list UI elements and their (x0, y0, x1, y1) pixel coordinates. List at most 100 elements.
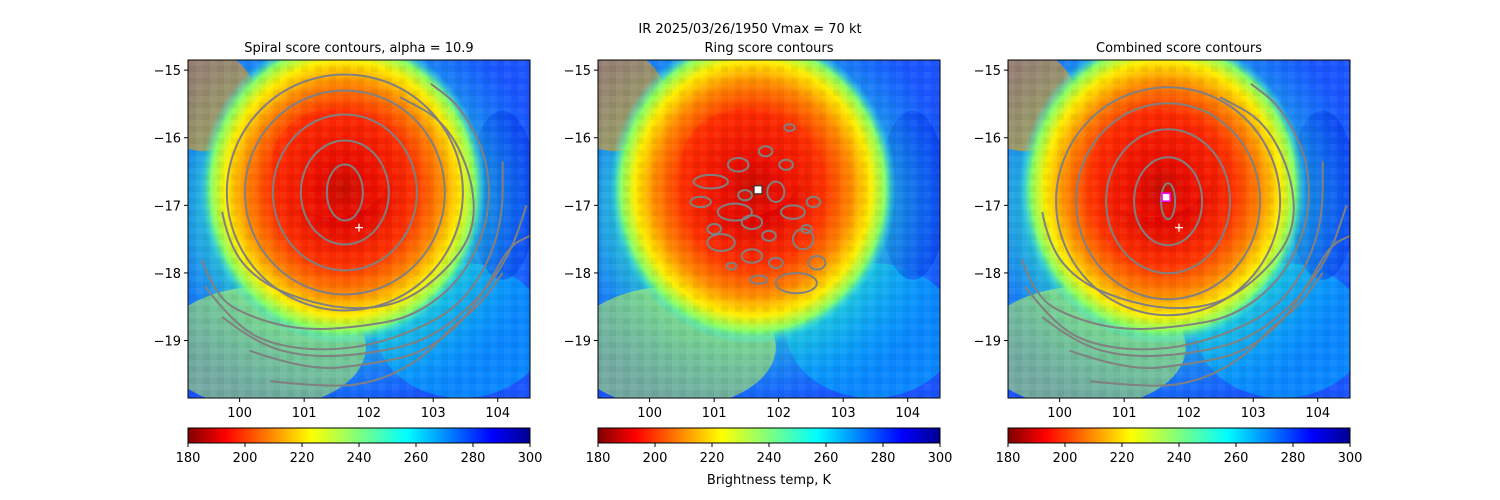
y-tick-label: −19 (974, 335, 1001, 350)
ring-contour-4 (706, 233, 736, 252)
y-tick-label: −18 (974, 267, 1001, 282)
ring-contour-9 (740, 248, 764, 264)
colorbar-tick-label: 240 (757, 451, 782, 466)
ring-contour-3 (716, 202, 753, 222)
y-tick-label: −16 (974, 132, 1001, 147)
ring-contour-10 (768, 256, 784, 269)
contour-ring-2 (1133, 156, 1204, 247)
x-tick-label: 103 (421, 406, 446, 421)
panel-title: Ring score contours (704, 41, 833, 56)
y-tick-label: −15 (974, 64, 1001, 79)
y-tick-label: −15 (154, 64, 181, 79)
pixel-texture (598, 60, 940, 398)
y-tick-label: −17 (154, 199, 181, 214)
ring-contour-2 (726, 157, 750, 173)
colorbar (597, 427, 941, 444)
ring-contour-21 (749, 274, 769, 285)
panel-1: Spiral score contours, alpha = 10.9 100 10… (154, 41, 543, 466)
axes-frame (187, 59, 531, 399)
spiral-contour-3 (1024, 161, 1324, 351)
y-tick-label: −16 (154, 132, 181, 147)
y-tick-label: −19 (564, 335, 591, 350)
colorbar-tick-label: 200 (643, 451, 668, 466)
ring-contour-14 (706, 222, 723, 236)
colorbar-tick-label: 260 (404, 451, 429, 466)
contour-ring-5 (1055, 86, 1282, 317)
x-tick-label: 100 (1047, 406, 1072, 421)
colorbar-tick-label: 240 (347, 451, 372, 466)
colorbar-tick-label: 180 (996, 451, 1021, 466)
ring-contour-15 (805, 195, 822, 209)
x-tick-label: 103 (831, 406, 856, 421)
x-tick-label: 102 (766, 406, 791, 421)
contour-ring-3 (271, 113, 418, 272)
x-tick-label: 102 (356, 406, 381, 421)
colorbar-tick-label: 280 (871, 451, 896, 466)
axes-frame (597, 59, 941, 399)
colorbar-tick-label: 300 (1338, 451, 1363, 466)
colorbar-tick-label: 200 (1053, 451, 1078, 466)
spiral-contour-3 (204, 161, 504, 351)
colorbar-tick-label: 200 (233, 451, 258, 466)
spiral-contour-4 (1041, 205, 1348, 358)
best-track-marker (355, 223, 363, 232)
x-tick-label: 104 (1305, 406, 1330, 421)
ring-contour-16 (807, 255, 827, 271)
spiral-contour-2 (1020, 82, 1310, 331)
x-tick-label: 103 (1241, 406, 1266, 421)
axes-frame (1007, 59, 1351, 399)
x-tick-label: 100 (637, 406, 662, 421)
x-tick-label: 101 (702, 406, 727, 421)
panel-3: Combined score contours 100 101 102 103 104 −1… (974, 41, 1363, 466)
ring-contour-12 (778, 158, 794, 171)
ring-contour-23 (725, 261, 738, 271)
panel-title: Combined score contours (1096, 41, 1262, 56)
colorbar-tick-label: 260 (814, 451, 839, 466)
colorbar-tick-label: 240 (1167, 451, 1192, 466)
spiral-contour-2 (200, 82, 490, 331)
contour-ring-2 (299, 139, 390, 246)
score-contours (1020, 82, 1350, 387)
y-tick-label: −17 (564, 199, 591, 214)
ring-contour-11 (757, 145, 774, 158)
spiral-contour-1 (221, 96, 475, 310)
combined-center-marker (1161, 192, 1171, 202)
y-tick-label: −17 (974, 199, 1001, 214)
colorbar-tick-label: 280 (1281, 451, 1306, 466)
score-contours (200, 73, 530, 387)
ring-contour-17 (774, 271, 818, 295)
ring-contour-20 (800, 223, 813, 235)
colorbar-tick-label: 220 (290, 451, 315, 466)
colorbar-tick-label: 260 (1224, 451, 1249, 466)
score-contours (689, 123, 827, 295)
best-track-marker (1175, 223, 1183, 232)
ring-contour-22 (783, 123, 796, 132)
colorbar-tick-label: 280 (461, 451, 486, 466)
colorbar-tick-label: 300 (518, 451, 543, 466)
ring-contour-13 (689, 195, 712, 209)
colorbar (1007, 427, 1351, 444)
spiral-contour-1 (1041, 96, 1295, 310)
colorbar (187, 427, 531, 444)
brightness-temp-heatmap (598, 60, 940, 398)
y-tick-label: −18 (154, 267, 181, 282)
spiral-contour-4 (221, 205, 528, 358)
x-tick-label: 101 (1112, 406, 1137, 421)
x-tick-label: 100 (227, 406, 252, 421)
spiral-contour-6 (1089, 272, 1324, 387)
figure-suptitle: IR 2025/03/26/1950 Vmax = 70 kt (638, 22, 862, 37)
contour-ring-4 (1075, 102, 1262, 301)
y-tick-label: −15 (564, 64, 591, 79)
x-tick-label: 101 (292, 406, 317, 421)
spiral-contour-6 (269, 272, 504, 387)
colorbar-tick-label: 180 (586, 451, 611, 466)
colorbar-tick-label: 220 (700, 451, 725, 466)
y-tick-label: −18 (564, 267, 591, 282)
ring-contour-18 (761, 229, 777, 242)
contour-ring-3 (1105, 128, 1232, 275)
colorbar-tick-label: 300 (928, 451, 953, 466)
ring-contour-6 (766, 180, 786, 203)
x-tick-label: 102 (1176, 406, 1201, 421)
ring-center-marker (753, 185, 763, 195)
